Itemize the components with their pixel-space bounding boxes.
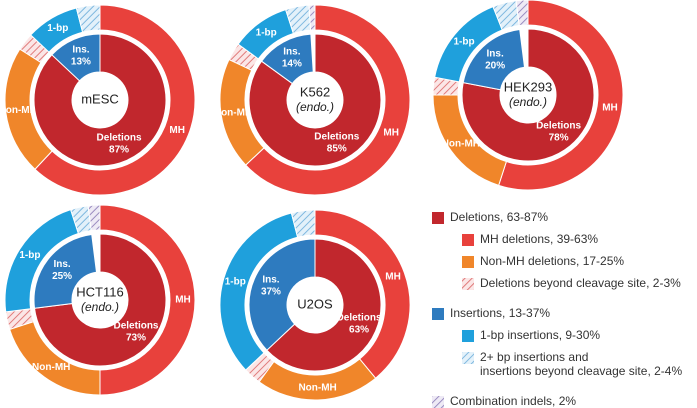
donut-title: U2OS <box>297 296 333 311</box>
legend-label: Deletions beyond cleavage site, 2-3% <box>480 276 681 290</box>
legend-swatch <box>462 352 474 364</box>
inner-label: Deletions <box>314 131 359 142</box>
inner-label: Deletions <box>113 320 158 331</box>
outer-label: MH <box>385 272 401 283</box>
outer-segment <box>245 4 411 196</box>
outer-segment <box>99 204 196 396</box>
legend-swatch <box>462 234 474 246</box>
inner-segment <box>248 238 316 351</box>
inner-segment <box>260 33 314 85</box>
outer-label: 1-bp <box>453 37 474 48</box>
donut-title: HCT116 <box>76 284 123 299</box>
outer-label: Non-MH <box>0 105 37 116</box>
outer-label: 1-bp <box>19 250 40 261</box>
outer-segment <box>498 0 624 191</box>
legend-swatch <box>432 396 444 408</box>
inner-segment <box>51 33 101 82</box>
inner-label: Ins. <box>262 275 279 286</box>
legend-swatch <box>462 256 474 268</box>
inner-value-label: 85% <box>327 143 347 154</box>
inner-value-label: 63% <box>349 325 369 336</box>
outer-label: 1-bp <box>47 23 68 34</box>
inner-value-label: 37% <box>261 287 281 298</box>
inner-label: Ins. <box>487 49 504 60</box>
outer-label: Non-MH <box>32 362 70 373</box>
donut-subtitle: (endo.) <box>509 95 547 109</box>
donut-subtitle: (endo.) <box>296 100 334 114</box>
inner-value-label: 14% <box>282 59 302 70</box>
legend-label: MH deletions, 39-63% <box>480 232 598 246</box>
inner-value-label: 73% <box>126 332 146 343</box>
legend-label: Combination indels, 2% <box>450 394 576 408</box>
legend-swatch <box>462 330 474 342</box>
inner-label: Ins. <box>72 45 89 56</box>
outer-segment <box>308 4 316 31</box>
donut-title: mESC <box>81 91 119 106</box>
legend-label: Deletions, 63-87% <box>450 210 548 224</box>
legend-swatch <box>432 308 444 320</box>
legend-label: 1-bp insertions, 9-30% <box>480 328 600 342</box>
inner-value-label: 87% <box>109 145 129 156</box>
outer-label: 1-bp <box>225 276 246 287</box>
donut-title: K562 <box>300 84 330 99</box>
inner-segment <box>33 33 167 167</box>
outer-label: Non-MH <box>298 383 336 394</box>
inner-value-label: 78% <box>549 133 569 144</box>
outer-label: 1-bp <box>256 27 277 38</box>
outer-label: MH <box>602 103 618 114</box>
outer-label: MH <box>383 128 399 139</box>
donut-subtitle: (endo.) <box>81 300 119 314</box>
legend-label: insertions beyond cleavage site, 2-4% <box>480 364 682 378</box>
outer-label: Non-MH <box>442 138 480 149</box>
legend-swatch <box>432 212 444 224</box>
inner-segment <box>33 233 167 367</box>
legend-label: Insertions, 13-37% <box>450 306 550 320</box>
outer-label: MH <box>169 125 185 136</box>
inner-value-label: 13% <box>71 57 91 68</box>
legend-label: 2+ bp insertions and <box>480 350 588 364</box>
inner-label: Deletions <box>536 121 581 132</box>
outer-segment <box>515 0 529 27</box>
inner-segment <box>462 28 526 91</box>
outer-label: Non-MH <box>214 108 252 119</box>
donut-title: HEK293 <box>504 79 552 94</box>
outer-segment <box>34 4 196 196</box>
legend-swatch <box>462 278 474 290</box>
inner-segment <box>461 28 595 162</box>
inner-segment <box>266 238 382 372</box>
inner-value-label: 25% <box>52 271 72 282</box>
outer-label: MH <box>175 295 191 306</box>
legend: Deletions, 63-87% MH deletions, 39-63% Non… <box>432 210 682 408</box>
inner-segment <box>248 33 382 167</box>
inner-segment <box>33 233 98 309</box>
outer-segment <box>87 204 101 232</box>
inner-value-label: 20% <box>485 61 505 72</box>
inner-label: Ins. <box>283 47 300 58</box>
legend-label: Non-MH deletions, 17-25% <box>480 254 624 268</box>
inner-label: Ins. <box>53 259 70 270</box>
inner-label: Deletions <box>97 133 142 144</box>
inner-label: Deletions <box>337 313 382 324</box>
